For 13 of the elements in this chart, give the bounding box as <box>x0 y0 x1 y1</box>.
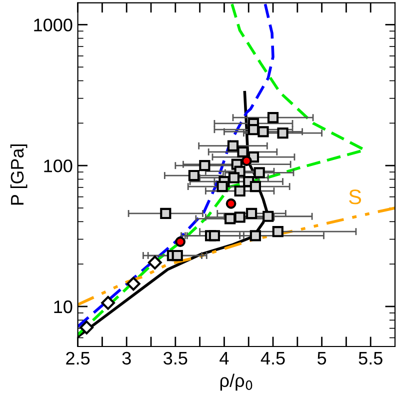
x-tick-label: 3.5 <box>164 352 188 365</box>
y-tick-label: 100 <box>44 160 72 172</box>
x-tick-label: 3 <box>122 352 131 365</box>
y-tick-label: 10 <box>54 300 72 314</box>
x-tick-label: 5.5 <box>358 352 382 365</box>
annotation: S <box>349 190 362 204</box>
y-axis-title: P [GPa] <box>10 144 28 205</box>
x-tick-label: 2.5 <box>66 352 90 365</box>
x-tick-label: 4.5 <box>260 352 285 365</box>
x-tick-label: 4 <box>220 352 229 364</box>
x-axis-title: ρ/ρ$_{0}$ <box>220 374 252 391</box>
x-tick-label: 5 <box>318 352 326 365</box>
y-tick-label: 1000 <box>34 18 72 32</box>
